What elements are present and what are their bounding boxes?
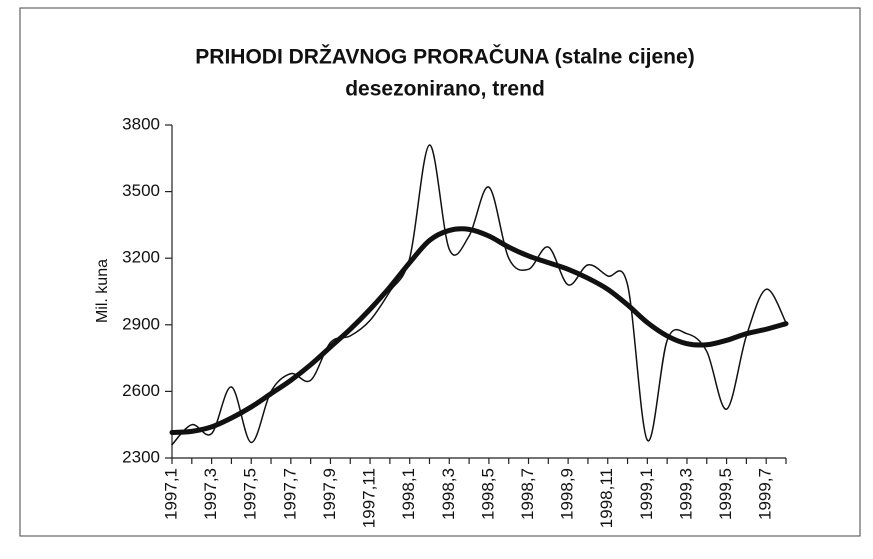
- x-tick-label: 1999,3: [676, 468, 695, 520]
- y-tick-label: 3800: [122, 114, 160, 133]
- y-tick-label: 2600: [122, 381, 160, 400]
- x-tick-label: 1998,1: [399, 468, 418, 520]
- x-tick-label: 1999,7: [756, 468, 775, 520]
- y-tick-label: 3500: [122, 181, 160, 200]
- x-tick-label: 1997,5: [241, 468, 260, 520]
- x-tick-label: 1998,5: [478, 468, 497, 520]
- x-tick-label: 1997,1: [161, 468, 180, 520]
- line-series: [169, 226, 789, 435]
- y-axis-label: Mil. kuna: [94, 259, 111, 323]
- chart-subtitle: desezonirano, trend: [345, 78, 545, 101]
- x-tick-label: 1998,9: [558, 468, 577, 520]
- y-tick-label: 3200: [122, 248, 160, 267]
- y-tick-label: 2900: [122, 314, 160, 333]
- x-tick-label: 1998,11: [597, 468, 616, 528]
- chart-frame: [19, 7, 861, 537]
- x-tick-label: 1997,7: [280, 468, 299, 520]
- x-tick-label: 1999,5: [716, 468, 735, 520]
- x-tick-label: 1998,3: [439, 468, 458, 520]
- x-tick-label: 1998,7: [518, 468, 537, 520]
- x-tick-label: 1997,9: [320, 468, 339, 520]
- x-tick-label: 1999,1: [637, 468, 656, 520]
- x-tick-label: 1997,3: [201, 468, 220, 520]
- line-series: [171, 144, 787, 446]
- x-tick-label: 1997,11: [360, 468, 379, 528]
- chart-title: PRIHODI DRŽAVNOG PRORAČUNA (stalne cijen…: [195, 45, 694, 69]
- y-tick-label: 2300: [122, 447, 160, 466]
